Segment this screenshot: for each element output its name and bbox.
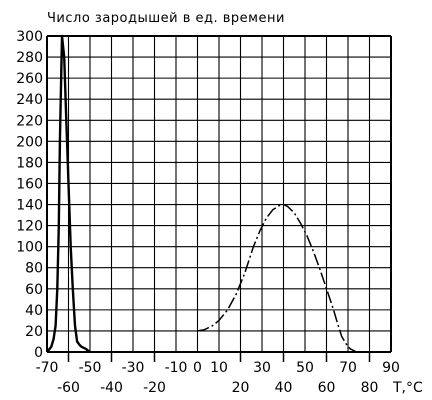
horizontal-gridlines: [47, 35, 391, 353]
y-tick-labels: 0 20 40 60 80 100 120 140 160 180 200 220 240 260 280 3…: [16, 29, 43, 361]
x-tick-label: 80: [361, 380, 379, 396]
y-tick-label: 240: [16, 92, 43, 108]
series-lines: [46, 34, 364, 353]
x-tick-label: 0: [193, 360, 202, 376]
y-tick-label: 120: [16, 219, 43, 235]
y-tick-label: 280: [16, 50, 43, 66]
x-tick-label: 20: [232, 380, 250, 396]
y-tick-label: 40: [25, 303, 43, 319]
y-tick-label: 220: [16, 113, 43, 129]
x-tick-label: -10: [165, 360, 188, 376]
y-tick-label: 0: [34, 345, 43, 361]
y-tick-label: 20: [25, 324, 43, 340]
y-tick-label: 300: [16, 29, 43, 45]
y-tick-label: 260: [16, 71, 43, 87]
x-tick-label: 50: [296, 360, 314, 376]
x-tick-marks: [67, 352, 371, 362]
x-tick-labels-upper: -70 -50 -30 -10 0 10 30 50 70 90: [36, 360, 400, 376]
x-tick-label: 10: [210, 360, 228, 376]
x-tick-label: -20: [143, 380, 166, 396]
x-axis-label: T,°C: [392, 380, 423, 396]
chart-title: Число зародышей в ед. времени: [47, 11, 285, 26]
x-tick-label: -50: [79, 360, 102, 376]
x-tick-label: 30: [253, 360, 271, 376]
x-tick-labels-lower: -60 -40 -20 20 40 60 80: [57, 380, 378, 396]
series-line-1: [46, 34, 91, 353]
x-tick-label: 90: [382, 360, 400, 376]
x-tick-label: -30: [122, 360, 145, 376]
x-tick-label: -60: [57, 380, 80, 396]
y-tick-label: 160: [16, 176, 43, 192]
y-tick-label: 80: [25, 261, 43, 277]
y-tick-label: 180: [16, 155, 43, 171]
y-tick-label: 200: [16, 134, 43, 150]
vertical-gridlines: [46, 36, 392, 352]
y-tick-label: 60: [25, 282, 43, 298]
x-tick-label: 60: [318, 380, 336, 396]
x-tick-label: -70: [36, 360, 59, 376]
y-tick-label: 140: [16, 198, 43, 214]
x-tick-label: 70: [339, 360, 357, 376]
x-tick-label: 40: [275, 380, 293, 396]
series-line-2: [197, 203, 364, 353]
x-tick-label: -40: [100, 380, 123, 396]
y-tick-label: 100: [16, 240, 43, 256]
